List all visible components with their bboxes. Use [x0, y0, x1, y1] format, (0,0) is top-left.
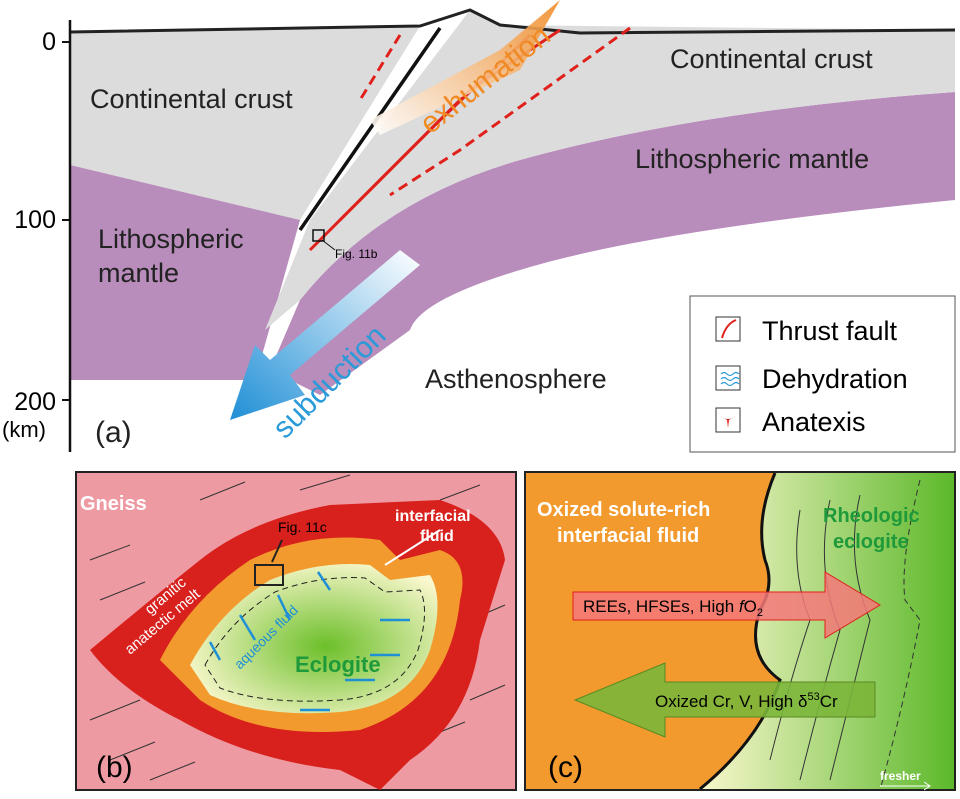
- fresher-arrow-icon: [880, 781, 931, 791]
- depth-tick-200: 200: [14, 388, 56, 416]
- right-mantle-label: Lithospheric mantle: [635, 144, 869, 174]
- dehydration-icon: [715, 365, 741, 391]
- panel-a: exhumation subduction Fig. 11b Continent…: [2, 0, 956, 453]
- anatexis-icon-glyph: [721, 416, 735, 428]
- aqueous-fluid-arrows: [208, 571, 410, 712]
- eclogite-body: [190, 564, 438, 714]
- fig-11b-box: [312, 229, 325, 242]
- dehydration-icon-glyph: [720, 371, 740, 387]
- left-crust: [70, 26, 420, 220]
- dashed-boundary: [204, 577, 425, 702]
- interfacial-label-2: fluid: [420, 528, 454, 545]
- eclogite-label-2: eclogite: [833, 531, 909, 553]
- panel-b: Fig. 11c Gneiss granitic anatectic melt …: [75, 471, 517, 791]
- left-mantle: [70, 165, 300, 380]
- arrow-left-sup: 53: [807, 691, 819, 703]
- legend-dehydration: Dehydration: [762, 364, 908, 394]
- subduction-arrow: [230, 250, 420, 420]
- asthenosphere-label: Asthenosphere: [425, 364, 607, 394]
- thrust-fault-dashed: [389, 26, 631, 197]
- fig-11b-label: Fig. 11b: [335, 247, 378, 261]
- panel-b-label: (b): [96, 751, 133, 784]
- arrow-left-label: Oxized Cr, V, High δ53Cr: [655, 691, 838, 711]
- arrow-right-label: REEs, HFSEs, High fO2: [583, 597, 763, 619]
- eclogite-label: Eclogite: [295, 652, 381, 677]
- arrow-to-fluid: [573, 662, 876, 738]
- fig-11c-box: [254, 564, 284, 586]
- fresher-label: fresher: [880, 769, 921, 783]
- arrow-left-end: Cr: [820, 692, 838, 711]
- left-crust-label: Continental crust: [90, 84, 293, 114]
- arrow-right-o: O: [744, 597, 757, 616]
- panel-a-label: (a): [95, 416, 132, 449]
- fig-11b-pointer: [321, 239, 336, 251]
- left-mantle-label-2: mantle: [98, 258, 179, 288]
- arrow-left-text: Oxized Cr, V, High δ: [655, 692, 807, 711]
- arrow-right-sub: 2: [757, 607, 763, 619]
- interfacial-label-1: interfacial: [395, 508, 471, 525]
- panel-c-label: (c): [548, 751, 583, 784]
- legend-anatexis: Anatexis: [762, 407, 866, 437]
- thrust-fault-icon-line: [721, 319, 737, 339]
- arrow-right-f: f: [739, 597, 746, 616]
- fig-11c-pointer: [271, 539, 283, 563]
- gneiss-label: Gneiss: [80, 493, 147, 515]
- fluid-label-1: Oxized solute-rich: [537, 499, 710, 521]
- thrust-fault-dashed: [358, 34, 402, 101]
- depth-unit: (km): [2, 417, 46, 442]
- right-crust-label: Continental crust: [670, 44, 873, 74]
- depth-tick-100: 100: [14, 206, 56, 234]
- arrow-right-text: REEs, HFSEs, High: [583, 597, 739, 616]
- left-mantle-label-1: Lithospheric: [98, 224, 244, 254]
- legend-thrust-fault: Thrust fault: [762, 316, 898, 346]
- fig-11c-label: Fig. 11c: [278, 519, 327, 535]
- depth-tick-0: 0: [42, 28, 56, 56]
- fluid-label-2: interfacial fluid: [557, 525, 699, 547]
- exhumation-arrow: [370, 0, 560, 135]
- interfacial-pointer: [384, 529, 441, 566]
- right-mantle: [270, 92, 955, 395]
- arrow-to-eclogite: [572, 571, 881, 639]
- surface-line: [69, 8, 956, 35]
- legend: Thrust fault Dehydration Anatexis: [689, 295, 956, 453]
- suture-line: [298, 27, 442, 231]
- thrust-fault-icon: [715, 316, 741, 342]
- panel-c: REEs, HFSEs, High fO2 Oxized Cr, V, High…: [524, 471, 956, 791]
- eclogite-label-1: Rheologic: [823, 505, 920, 527]
